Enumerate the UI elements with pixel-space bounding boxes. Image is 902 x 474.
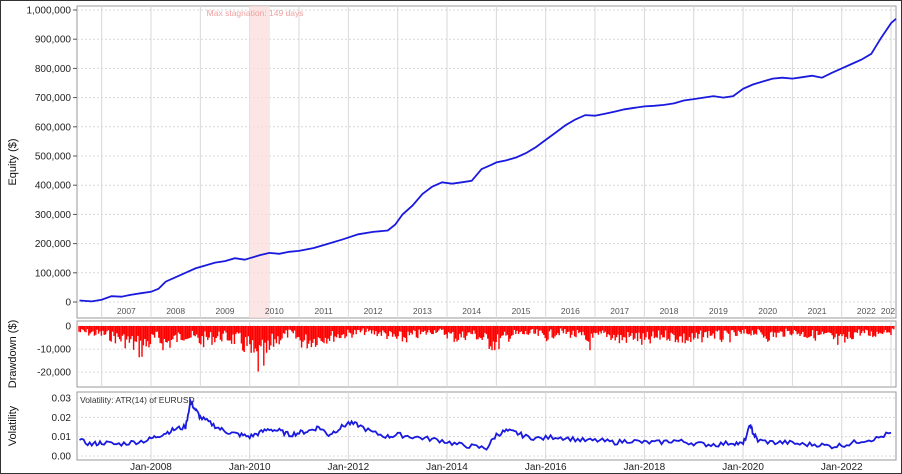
- volatility-y-tick-label: 0.02: [52, 413, 72, 424]
- equity-y-tick-label: 1,000,000: [27, 6, 72, 17]
- equity-year-label: 202: [881, 306, 895, 316]
- equity-y-axis-title: Equity ($): [7, 138, 19, 185]
- equity-y-tick-labels: 1,000,000 900,000 800,000 700,000 600,000 500…: [27, 6, 77, 309]
- equity-year-label: 2012: [364, 306, 383, 316]
- equity-y-tick-label: 900,000: [35, 35, 72, 46]
- volatility-y-tick-label: 0.01: [52, 432, 72, 443]
- volatility-date-label: Jan-2018: [624, 462, 666, 473]
- volatility-date-label: Jan-2008: [130, 462, 172, 473]
- drawdown-y-tick-label: -10,000: [37, 345, 71, 356]
- equity-year-label: 2021: [808, 306, 827, 316]
- equity-year-label: 2011: [315, 306, 334, 316]
- equity-y-tick-label: 700,000: [35, 93, 72, 104]
- equity-year-label: 2008: [166, 306, 185, 316]
- equity-year-label: 2016: [561, 306, 580, 316]
- drawdown-y-tick-labels: 0 -10,000 -20,000: [37, 322, 71, 379]
- volatility-line: [79, 397, 892, 451]
- equity-year-label: 2022: [857, 306, 876, 316]
- equity-year-label: 2009: [216, 306, 235, 316]
- volatility-date-label: Jan-2010: [229, 462, 271, 473]
- drawdown-panel: 0 -10,000 -20,000 Drawdown ($): [7, 320, 897, 388]
- volatility-date-label: Jan-2022: [821, 462, 863, 473]
- equity-year-label: 2014: [462, 306, 481, 316]
- equity-year-label: 2018: [660, 306, 679, 316]
- volatility-y-axis-title: Volatility: [7, 405, 19, 446]
- equity-y-tick-label: 800,000: [35, 64, 72, 75]
- drawdown-y-tick-label: 0: [65, 322, 71, 333]
- equity-y-tick-label: 300,000: [35, 210, 72, 221]
- equity-year-label: 2013: [413, 306, 432, 316]
- equity-year-label: 2007: [117, 306, 136, 316]
- equity-y-tick-label: 600,000: [35, 122, 72, 133]
- equity-plot-area: [76, 5, 897, 319]
- drawdown-bars: [78, 326, 895, 372]
- equity-y-tick-label: 100,000: [35, 268, 72, 279]
- equity-y-tick-label: 400,000: [35, 181, 72, 192]
- equity-year-label: 2020: [758, 306, 777, 316]
- volatility-date-label: Jan-2014: [426, 462, 468, 473]
- equity-y-tick-label: 0: [65, 298, 71, 309]
- volatility-gridlines: [77, 392, 896, 460]
- volatility-panel: 0.03 0.02 0.01 0.00 Jan-2008 Jan-2010 Jan-201…: [7, 391, 897, 473]
- volatility-y-tick-labels: 0.03 0.02 0.01 0.00: [52, 394, 72, 463]
- volatility-date-labels: Jan-2008 Jan-2010 Jan-2012 Jan-2014 Jan-2016…: [130, 462, 863, 473]
- equity-year-label: 2019: [709, 306, 728, 316]
- volatility-date-label: Jan-2012: [328, 462, 370, 473]
- equity-year-labels: 2007 2008 2009 2010 2011 2012 2013 2014 2015 2016…: [117, 306, 895, 316]
- equity-panel: Max stagnation: 149 days 1,000,000 900,00…: [7, 5, 897, 319]
- equity-year-label: 2015: [512, 306, 531, 316]
- volatility-series-label: Volatility: ATR(14) of EURUSD: [80, 395, 195, 405]
- stagnation-label: Max stagnation: 149 days: [207, 8, 304, 18]
- equity-gridlines: [77, 6, 896, 318]
- equity-y-tick-label: 500,000: [35, 152, 72, 163]
- volatility-y-tick-label: 0.00: [52, 452, 72, 463]
- volatility-date-label: Jan-2020: [722, 462, 764, 473]
- equity-year-label: 2010: [265, 306, 284, 316]
- equity-year-label: 2017: [610, 306, 629, 316]
- equity-line: [79, 18, 897, 303]
- drawdown-y-tick-label: -20,000: [37, 368, 71, 379]
- stagnation-band: [249, 6, 270, 318]
- volatility-y-tick-label: 0.03: [52, 394, 72, 405]
- volatility-date-label: Jan-2016: [525, 462, 567, 473]
- drawdown-y-axis-title: Drawdown ($): [7, 320, 19, 388]
- equity-y-tick-label: 200,000: [35, 239, 72, 250]
